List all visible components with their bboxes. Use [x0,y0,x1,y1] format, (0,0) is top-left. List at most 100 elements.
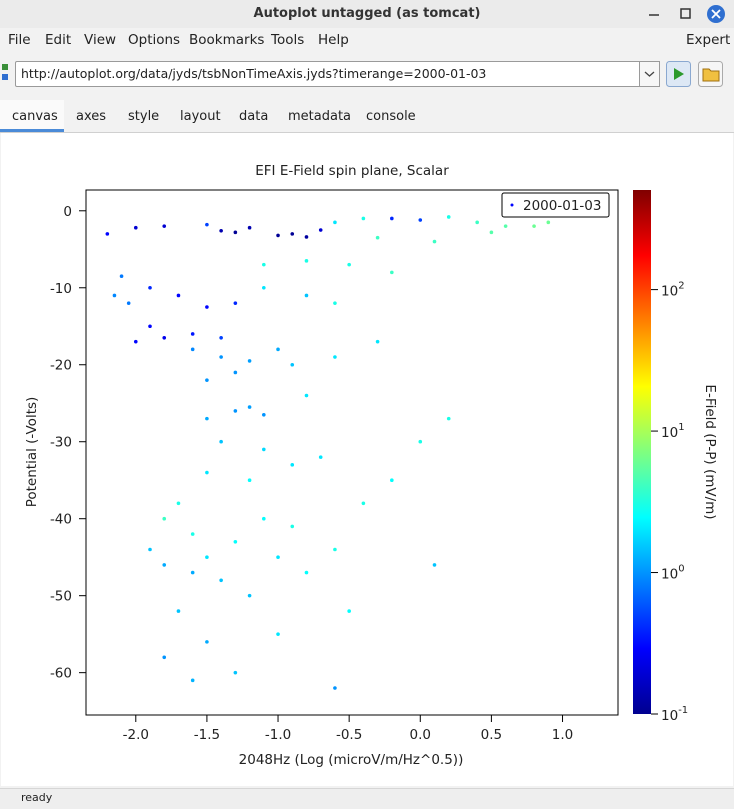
expert-menu[interactable]: Expert [686,32,731,48]
data-point [546,220,551,225]
tab[interactable]: canvas [12,109,58,124]
data-point [432,239,437,244]
y-tick-label: 0 [63,204,72,220]
x-tick-label: -0.5 [336,727,362,743]
data-point [304,259,309,263]
canvas-area [1,133,733,786]
data-point [190,347,195,352]
data-point [162,336,167,340]
data-point [446,416,451,421]
data-point [418,439,423,444]
data-point [219,578,223,583]
data-point [148,547,152,552]
menu-item[interactable]: Edit [45,32,72,48]
window-title: Autoplot untagged (as tomcat) [253,6,481,21]
data-point [262,516,266,521]
data-point [304,393,309,398]
data-point [333,301,337,305]
data-point [475,220,479,225]
data-point [262,285,266,290]
menu-item[interactable]: File [8,32,31,48]
data-point [390,478,394,483]
legend-label: 2000-01-03 [523,198,601,214]
data-point [162,516,167,521]
tab[interactable]: style [128,109,160,124]
x-tick-label: 0.5 [481,727,502,743]
data-point [176,293,181,298]
chart-title: EFI E-Field spin plane, Scalar [255,163,449,179]
data-point [276,632,280,636]
x-tick-label: 0.0 [410,727,431,743]
tab[interactable]: axes [76,109,107,124]
window-controls [649,5,725,23]
data-point [190,570,195,575]
data-point [247,478,252,483]
legend-box [501,192,610,218]
data-point [205,640,209,644]
menu-item[interactable]: View [84,32,117,48]
x-tick-label: -1.0 [265,727,291,743]
data-point [205,378,209,382]
data-point [276,233,280,238]
data-point [532,224,536,228]
data-point [361,501,366,506]
data-point [446,215,451,219]
data-point [176,501,181,506]
active-tab-indicator [0,129,64,132]
data-point [247,225,252,230]
data-point [119,274,124,279]
menu-bar [0,28,734,52]
legend-symbol [510,203,514,207]
data-point [205,555,209,559]
colorbar-tick-label: 101 [661,422,685,441]
maximize-button[interactable] [680,8,691,19]
data-point [247,405,252,409]
data-point [418,218,423,222]
url-buttons [639,61,723,87]
data-point [347,262,351,267]
colorbar-tick-label: 102 [661,281,685,300]
data-point [262,412,266,417]
plot-frame [85,189,619,716]
tab[interactable]: layout [180,109,221,124]
y-tick-label: -40 [50,512,72,528]
data-point [219,439,223,444]
data-point [318,228,323,232]
data-point [333,355,337,359]
data-point [304,235,309,239]
data-point [205,470,209,475]
menu-item[interactable]: Bookmarks [189,32,265,48]
menu-item[interactable]: Options [128,32,181,48]
data-point [162,655,167,660]
data-point [162,563,167,567]
data-point [233,409,238,413]
data-point [290,232,295,236]
url-field[interactable] [15,61,641,87]
x-axis-label: 2048Hz (Log (microV/m/Hz^0.5)) [239,752,464,768]
data-point [105,232,110,236]
data-point [276,555,280,559]
menu-item[interactable]: Tools [271,32,305,48]
data-point [162,224,167,228]
drag-handle [2,64,8,80]
colorbar-tick-label: 100 [661,564,685,583]
x-tick-label: -2.0 [123,727,149,743]
data-point [205,305,209,309]
y-tick-label: -30 [50,435,72,451]
data-point [190,332,195,336]
data-point [390,270,394,275]
data-point [148,285,152,290]
menu-item[interactable]: Help [318,32,349,48]
data-point [333,547,337,552]
data-point [489,230,494,235]
tab[interactable]: metadata [288,109,352,124]
data-point [318,455,323,459]
data-point [290,362,295,367]
data-point [126,301,131,305]
data-point [375,235,380,240]
status-text: ready [21,791,53,804]
url-text: http://autoplot.org/data/jyds/tsbNonTime… [21,66,487,81]
dropdown-button[interactable] [639,61,660,87]
tab[interactable]: data [239,109,269,124]
tab[interactable]: console [366,109,416,124]
